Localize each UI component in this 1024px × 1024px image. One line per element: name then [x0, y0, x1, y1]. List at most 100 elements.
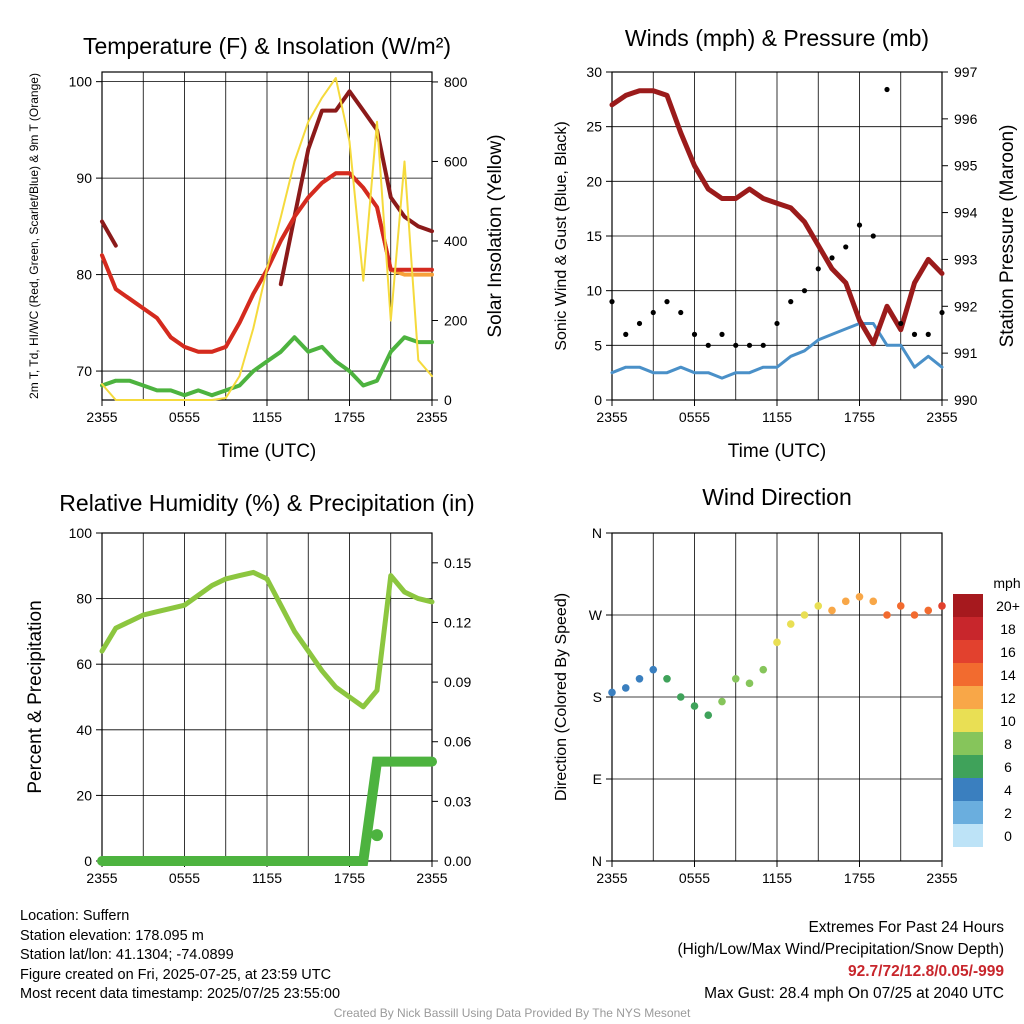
y-right-tick-label: 600	[444, 153, 468, 169]
colorbar-swatch	[953, 709, 983, 732]
y-axis-label: Percent & Precipitation	[25, 600, 46, 793]
x-tick-label: 1755	[844, 409, 875, 425]
chart-title: Relative Humidity (%) & Precipitation (i…	[59, 490, 474, 516]
y-right-tick-label: 996	[954, 111, 978, 127]
y-tick-label: 100	[69, 74, 93, 90]
direction-point	[800, 611, 809, 619]
gust-point	[843, 244, 849, 250]
colorbar-label: 0	[1004, 828, 1012, 844]
elevation-text: Station elevation: 178.095 m	[20, 927, 204, 944]
extremes-panel: Extremes For Past 24 Hours (High/Low/Max…	[678, 917, 1005, 1005]
extremes-values: 92.7/72/12.8/0.05/-999	[848, 963, 1004, 980]
gust-point	[788, 299, 794, 305]
direction-point	[786, 620, 795, 628]
y-tick-label: 5	[594, 337, 602, 353]
x-axis-label: Time (UTC)	[218, 441, 317, 462]
direction-point	[883, 611, 891, 619]
y-tick-label: S	[593, 689, 602, 705]
gust-point	[884, 86, 890, 93]
x-tick-label: 2355	[416, 409, 447, 425]
direction-point	[731, 674, 740, 683]
gust-point	[925, 331, 931, 337]
gust-point	[939, 309, 945, 316]
direction-point	[869, 597, 878, 606]
y-tick-label: 20	[586, 173, 602, 189]
x-tick-label: 2355	[596, 870, 627, 886]
station-info: Location: Suffern Station elevation: 178…	[20, 907, 340, 1005]
direction-point	[608, 688, 616, 697]
gust-point	[664, 299, 670, 305]
y-tick-label: 80	[76, 591, 92, 607]
x-tick-label: 0555	[679, 870, 710, 886]
x-tick-label: 1755	[334, 409, 365, 425]
location-text: Location: Suffern	[20, 908, 130, 924]
x-tick-label: 0555	[169, 409, 200, 425]
direction-point	[704, 711, 713, 720]
colorbar-label: 16	[1000, 644, 1016, 660]
x-tick-label: 2355	[416, 870, 447, 886]
direction-point	[855, 592, 864, 601]
y-tick-label: N	[592, 525, 602, 541]
y-right-tick-label: 994	[954, 205, 978, 221]
gust-point	[746, 342, 753, 348]
x-tick-label: 1155	[762, 409, 792, 425]
precip-line	[97, 756, 437, 866]
colorbar-swatch	[953, 755, 983, 778]
y-axis-label: Direction (Colored By Speed)	[553, 593, 570, 801]
y-right-tick-label: 0.06	[444, 734, 471, 750]
y-tick-label: 0	[594, 392, 602, 408]
direction-point	[773, 638, 781, 647]
colorbar-label: 14	[1000, 667, 1016, 683]
y-tick-label: N	[592, 853, 602, 869]
gust-point	[636, 320, 643, 327]
latlon-text: Station lat/lon: 41.1304; -74.0899	[20, 947, 234, 963]
colorbar-swatch	[953, 824, 983, 847]
y-right-tick-label: 997	[954, 64, 978, 80]
colorbar-swatch	[953, 686, 983, 709]
colorbar-label: 6	[1004, 759, 1012, 775]
recent-text: Most recent data timestamp: 2025/07/25 2…	[20, 986, 341, 1002]
y-right-tick-label: 0	[444, 392, 452, 408]
direction-point	[745, 679, 754, 688]
gust-point	[691, 331, 698, 337]
series-line	[100, 335, 434, 398]
y-right-tick-label: 800	[444, 74, 468, 90]
y-right-tick-label: 0.09	[444, 674, 471, 690]
colorbar-label: 8	[1004, 736, 1012, 752]
colorbar-label: 2	[1004, 805, 1012, 821]
y-tick-label: 0	[84, 853, 92, 869]
direction-point	[841, 597, 850, 606]
direction-point	[896, 602, 905, 610]
colorbar-swatch	[953, 663, 983, 686]
x-tick-label: 1755	[844, 870, 875, 886]
y-tick-label: 10	[586, 283, 602, 299]
direction-point	[718, 697, 726, 706]
x-tick-label: 2355	[596, 409, 627, 425]
credit-text: Created By Nick Bassill Using Data Provi…	[333, 1006, 691, 1020]
colorbar-label: 12	[1000, 690, 1016, 706]
gust-point	[911, 331, 918, 337]
y-tick-label: 60	[76, 656, 92, 672]
y-tick-label: 15	[586, 228, 602, 244]
gust-point	[774, 320, 780, 327]
x-axis-label: Time (UTC)	[728, 441, 827, 462]
series-line	[609, 88, 945, 347]
gust-point	[609, 299, 615, 305]
gust-point	[870, 233, 876, 239]
series-line	[610, 322, 944, 380]
y-right-tick-label: 991	[954, 345, 978, 361]
colorbar-label: 18	[1000, 621, 1016, 637]
direction-point	[621, 684, 630, 692]
y-tick-label: 25	[586, 119, 602, 135]
y-right-tick-label: 992	[954, 298, 978, 314]
max-gust-text: Max Gust: 28.4 mph On 07/25 at 2040 UTC	[704, 985, 1004, 1002]
direction-point	[938, 602, 946, 610]
series-line	[101, 77, 433, 401]
x-tick-label: 2355	[926, 409, 957, 425]
y-tick-label: W	[589, 607, 603, 623]
series-line	[100, 89, 434, 287]
y-right-tick-label: 995	[954, 158, 978, 174]
y-right-tick-label: 0.00	[444, 853, 471, 869]
colorbar-label: 20+	[996, 598, 1020, 614]
gust-point	[650, 309, 656, 316]
